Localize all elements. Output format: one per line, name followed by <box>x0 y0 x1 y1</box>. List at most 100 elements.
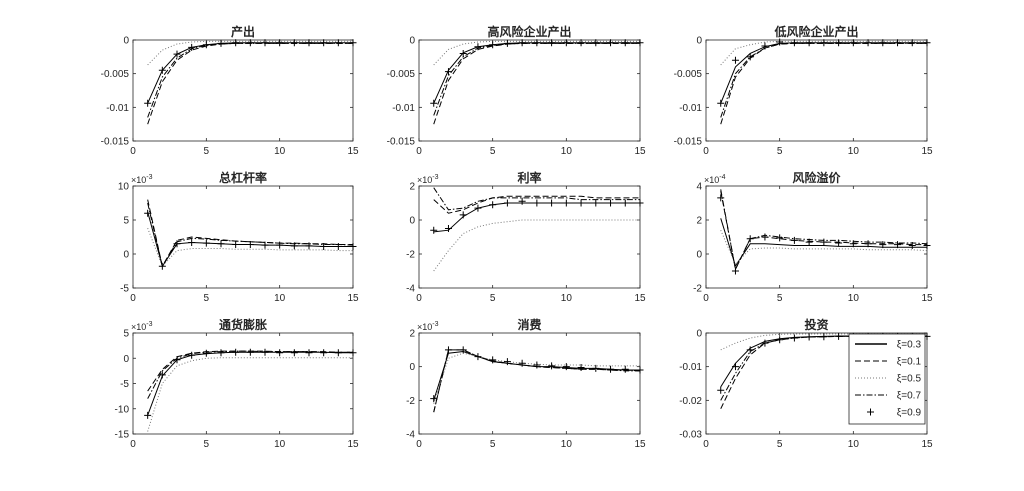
plus-marker <box>577 199 585 207</box>
plus-marker <box>746 53 754 61</box>
plus-marker <box>835 39 843 47</box>
plus-marker <box>188 238 196 246</box>
plus-marker <box>761 339 769 347</box>
plus-marker <box>879 39 887 47</box>
x-tick-label: 15 <box>921 439 933 450</box>
plus-marker <box>173 50 181 58</box>
plus-marker <box>430 395 438 403</box>
plus-marker <box>820 333 828 341</box>
y-tick-label: -0.02 <box>679 396 702 407</box>
plus-marker <box>173 356 181 364</box>
x-tick-label: 10 <box>848 439 860 450</box>
plus-marker <box>188 43 196 51</box>
plus-marker <box>894 241 902 249</box>
plus-marker <box>232 348 240 356</box>
y-tick-label: 5 <box>123 216 129 227</box>
axes-box <box>705 39 928 142</box>
plus-marker <box>290 242 298 250</box>
plus-marker <box>577 364 585 372</box>
plus-marker <box>173 240 181 248</box>
plus-marker <box>717 386 725 394</box>
plus-marker <box>503 358 511 366</box>
legend-label: ξ=0.9 <box>897 408 922 419</box>
y-tick-label: -10 <box>115 404 130 415</box>
plus-marker <box>820 39 828 47</box>
plus-marker <box>820 238 828 246</box>
plus-marker <box>731 56 739 64</box>
subplot-2: 高风险企业产出 0 5 10 15 0 -0.005 -0.01 -0.015 <box>387 24 646 157</box>
axes-box <box>132 185 354 289</box>
plus-marker <box>202 41 210 49</box>
subplot-9: 投资0 5 10 15-0.03-0.02-0.010ξ=0.3ξ=0.1ξ=0.5ξ… <box>679 317 933 450</box>
plus-marker <box>790 334 798 342</box>
plus-marker <box>474 43 482 51</box>
x-tick-label: 0 <box>416 146 422 157</box>
axes-box <box>418 39 641 142</box>
subplot-title: 总杠杆率 <box>219 170 267 185</box>
plus-marker <box>518 197 526 205</box>
subplot-3: 低风险企业产出 0 5 10 15 0 -0.005 -0.01 -0.015 <box>674 24 933 157</box>
axes-box <box>132 332 354 435</box>
plus-marker <box>459 346 467 354</box>
plus-marker <box>232 240 240 248</box>
y-tick-label: -2 <box>693 284 702 295</box>
series-line-ξ=0.7 <box>720 42 927 118</box>
plus-marker <box>923 242 931 249</box>
plus-marker <box>790 236 798 244</box>
plus-marker <box>430 226 438 234</box>
plus-marker <box>290 39 298 47</box>
legend-box <box>848 333 926 425</box>
y-tick-label: -0.01 <box>679 103 702 114</box>
plus-marker <box>232 39 240 47</box>
plus-marker <box>474 353 482 361</box>
axes-box <box>418 332 641 435</box>
series-line-ξ=0.1 <box>433 195 640 214</box>
x-tick-label: 5 <box>490 439 496 450</box>
y-exponent-label: ×10-4 <box>704 174 726 185</box>
plus-marker <box>894 39 902 47</box>
plus-marker <box>790 39 798 47</box>
plus-marker <box>636 199 644 207</box>
legend: ξ=0.3 ξ=0.1 ξ=0.5 ξ=0.7 ξ=0.9 <box>848 333 926 425</box>
plus-marker <box>474 204 482 212</box>
plus-marker <box>533 361 541 369</box>
plus-marker <box>805 238 813 246</box>
plus-marker <box>320 349 328 357</box>
y-exponent-label: ×10-3 <box>131 321 153 332</box>
plus-marker <box>261 241 269 249</box>
axes-box <box>705 185 928 289</box>
x-tick-label: 10 <box>561 293 573 304</box>
y-tick-label: 0 <box>409 216 415 227</box>
plus-marker <box>607 365 615 373</box>
x-tick-label: 15 <box>921 293 933 304</box>
plus-marker <box>562 199 570 207</box>
y-tick-label: 0 <box>123 250 129 261</box>
plus-marker <box>334 349 342 357</box>
y-tick-label: 2 <box>409 329 415 340</box>
y-tick-label: 0 <box>696 36 702 47</box>
y-tick-label: 10 <box>118 182 130 193</box>
plus-marker <box>290 349 298 357</box>
plus-marker <box>533 39 541 47</box>
plus-marker <box>276 241 284 249</box>
x-tick-label: 10 <box>561 439 573 450</box>
series-line-ξ=0.7 <box>147 202 354 268</box>
plus-marker <box>717 194 725 202</box>
plus-marker <box>592 364 600 372</box>
x-tick-label: 10 <box>274 439 286 450</box>
plus-marker <box>607 199 615 207</box>
plus-marker <box>908 242 916 249</box>
plus-marker <box>849 39 857 47</box>
plus-marker <box>349 349 357 357</box>
plus-marker <box>459 211 467 219</box>
x-tick-label: 0 <box>416 293 422 304</box>
plus-marker <box>444 68 452 76</box>
plus-marker <box>548 39 556 47</box>
y-tick-label: -0.01 <box>106 103 129 114</box>
legend-label: ξ=0.1 <box>897 357 922 368</box>
series-line-ξ=0.5 <box>720 230 928 266</box>
y-tick-label: -5 <box>120 379 129 390</box>
plus-marker <box>805 333 813 341</box>
